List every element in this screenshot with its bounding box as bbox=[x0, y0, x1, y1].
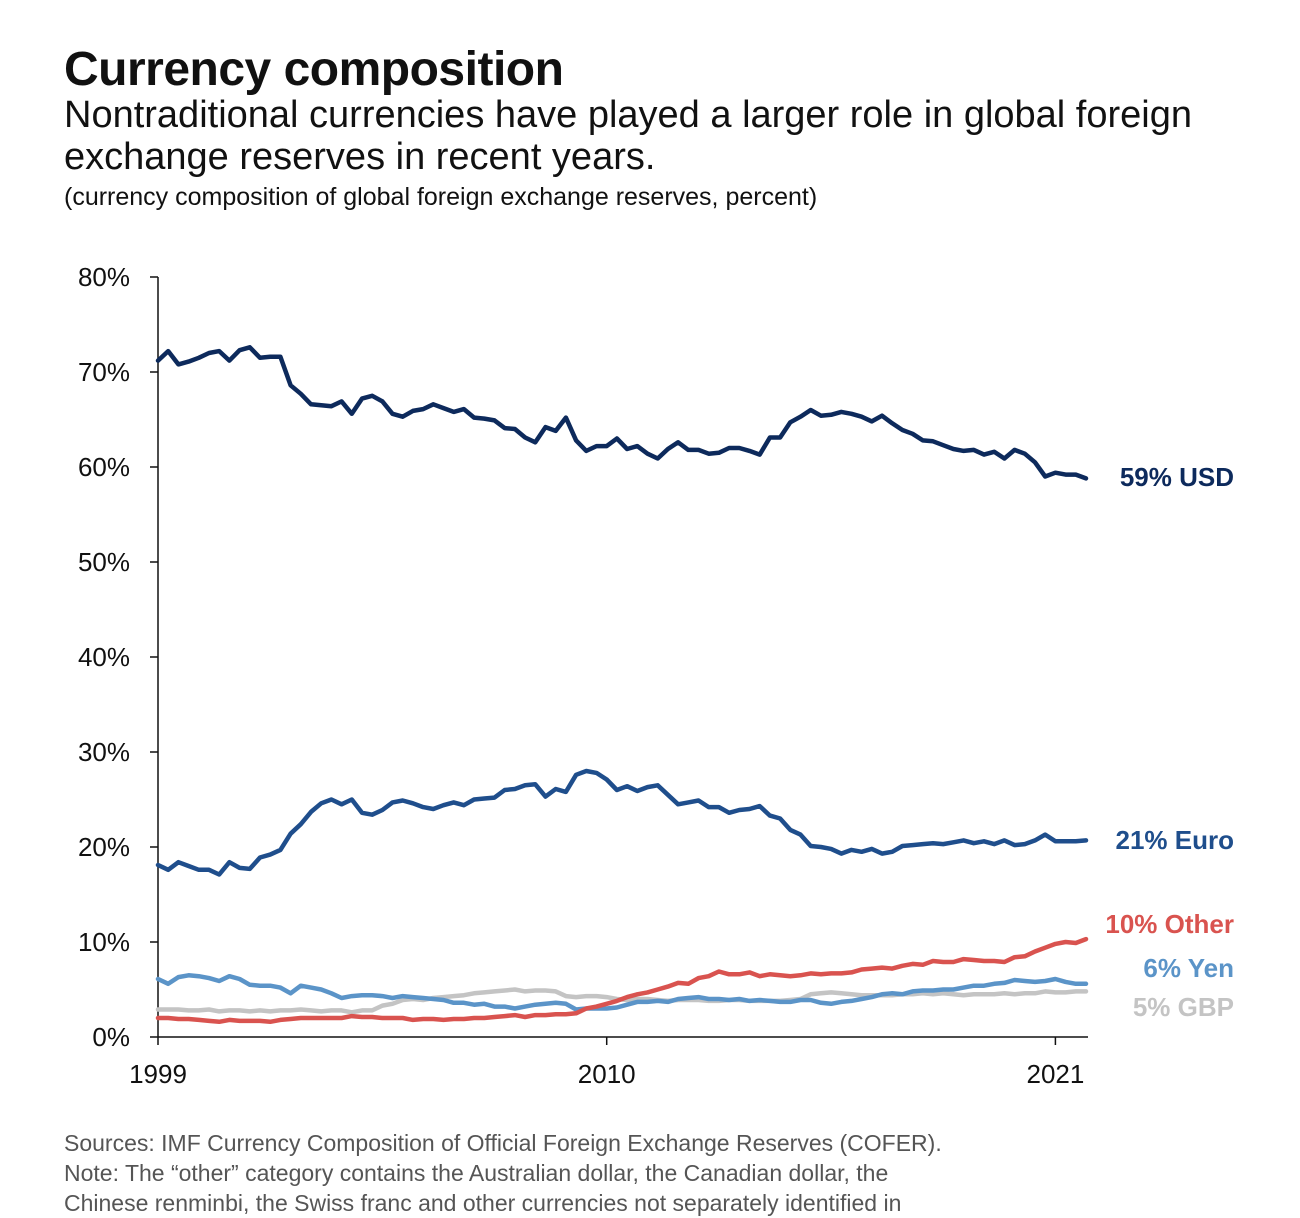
chart-title: Currency composition bbox=[64, 43, 564, 96]
series-labels: 59% USD 21% Euro 10% Other 6% Yen 5% GBP bbox=[1105, 462, 1234, 1022]
y-tick-label: 0% bbox=[92, 1022, 130, 1052]
series-line-other bbox=[155, 936, 1089, 1025]
note-text-line-2: Chinese renminbi, the Swiss franc and ot… bbox=[64, 1190, 902, 1216]
y-tick-label: 30% bbox=[78, 737, 130, 767]
sources-text: Sources: IMF Currency Composition of Off… bbox=[64, 1130, 942, 1156]
footer-notes: Sources: IMF Currency Composition of Off… bbox=[64, 1128, 1244, 1218]
series-label-other: 10% Other bbox=[1105, 909, 1234, 939]
series-line-usd bbox=[155, 345, 1089, 481]
y-tick-label: 70% bbox=[78, 357, 130, 387]
y-tick-label: 60% bbox=[78, 452, 130, 482]
series-label-gbp: 5% GBP bbox=[1133, 992, 1234, 1022]
x-axis: 1999 2010 2021 bbox=[129, 1036, 1088, 1089]
series-label-usd: 59% USD bbox=[1120, 462, 1234, 492]
y-tick-label: 50% bbox=[78, 547, 130, 577]
series-line-euro bbox=[155, 768, 1089, 877]
note-text-line-1: Note: The “other” category contains the … bbox=[64, 1160, 889, 1186]
x-tick-label: 2010 bbox=[578, 1059, 636, 1089]
y-axis: 0% 10% 20% 30% 40% 50% 60% 70% 80% bbox=[78, 262, 159, 1052]
y-tick-label: 40% bbox=[78, 642, 130, 672]
unit-note: (currency composition of global foreign … bbox=[64, 183, 818, 211]
series-label-euro: 21% Euro bbox=[1116, 825, 1235, 855]
y-tick-label: 80% bbox=[78, 262, 130, 292]
series-label-yen: 6% Yen bbox=[1143, 953, 1234, 983]
y-tick-label: 10% bbox=[78, 927, 130, 957]
y-tick-label: 20% bbox=[78, 832, 130, 862]
x-tick-label: 2021 bbox=[1026, 1059, 1084, 1089]
series-line-yen bbox=[155, 973, 1089, 1012]
line-chart: 0%10%20%30%40%50%60%70%80% 1999 2010 2021 … bbox=[78, 262, 1234, 1089]
x-tick-label: 1999 bbox=[129, 1059, 187, 1089]
chart-subtitle: Nontraditional currencies have played a … bbox=[64, 94, 1192, 178]
series-lines bbox=[155, 345, 1089, 1025]
